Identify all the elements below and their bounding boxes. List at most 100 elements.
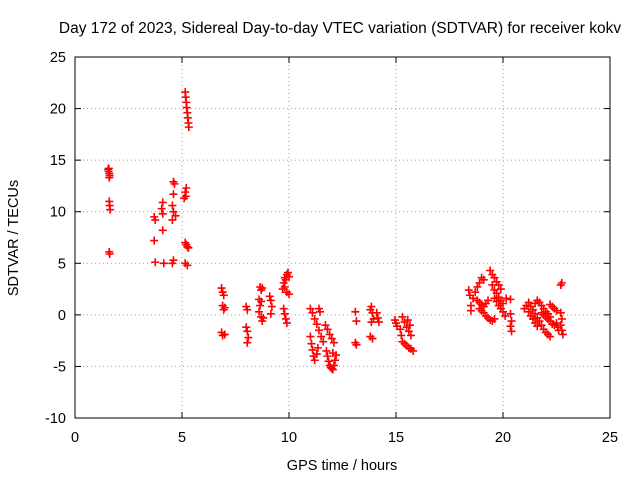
data-point <box>183 242 192 251</box>
data-point <box>278 285 287 294</box>
data-point <box>351 307 360 316</box>
data-point <box>552 319 561 328</box>
data-point <box>524 298 533 307</box>
data-point <box>352 317 361 326</box>
data-point <box>105 250 114 259</box>
x-tick-label: 0 <box>71 430 79 446</box>
data-point <box>557 326 566 335</box>
data-point <box>219 291 228 300</box>
data-point <box>404 327 413 336</box>
data-point <box>492 289 501 298</box>
data-point <box>464 286 473 295</box>
data-point <box>256 301 265 310</box>
data-point <box>396 325 405 334</box>
data-point <box>169 207 178 216</box>
data-point <box>329 338 338 347</box>
y-tick-label: 25 <box>50 50 66 66</box>
data-point <box>281 314 290 323</box>
data-point <box>242 323 251 332</box>
data-point <box>279 304 288 313</box>
data-point <box>280 309 289 318</box>
data-point <box>285 290 293 299</box>
data-point <box>217 284 226 293</box>
data-point <box>308 345 317 354</box>
data-point <box>243 338 252 347</box>
data-point <box>266 296 275 305</box>
data-point <box>533 322 542 331</box>
data-point <box>324 357 333 366</box>
data-point <box>168 259 177 268</box>
data-point <box>473 283 482 292</box>
grid-lines <box>75 57 610 418</box>
data-point <box>352 340 361 349</box>
data-point <box>184 123 193 132</box>
data-point <box>502 294 511 303</box>
data-point <box>265 292 274 301</box>
data-point <box>398 312 407 321</box>
data-point <box>220 303 229 312</box>
data-point <box>150 236 159 245</box>
data-point <box>325 330 334 339</box>
y-axis-label: SDTVAR / TECUs <box>6 180 22 296</box>
data-point <box>499 299 507 308</box>
data-point <box>257 297 266 306</box>
data-point <box>306 332 315 341</box>
data-point <box>373 313 382 322</box>
x-tick-label: 5 <box>178 430 186 446</box>
data-point <box>106 205 115 214</box>
data-point <box>552 306 561 315</box>
data-point <box>558 330 567 339</box>
data-point <box>158 209 167 218</box>
data-point <box>535 317 544 326</box>
data-point <box>496 285 505 294</box>
data-point <box>282 319 291 328</box>
data-point <box>151 215 160 224</box>
data-point <box>490 273 499 282</box>
data-point <box>314 326 323 335</box>
data-point <box>307 339 316 348</box>
x-tick-label: 25 <box>602 430 618 446</box>
data-point <box>331 356 340 365</box>
data-point <box>105 173 114 182</box>
data-point <box>220 330 229 339</box>
data-point <box>556 308 565 317</box>
y-axis-tick-labels: -10 -5 0 5 10 15 20 25 <box>45 50 66 427</box>
data-point <box>158 198 167 207</box>
data-point <box>405 321 414 330</box>
data-point <box>259 313 268 322</box>
data-point <box>183 261 192 270</box>
data-point <box>528 314 537 323</box>
data-point <box>243 327 252 336</box>
data-point <box>506 295 515 304</box>
data-point <box>157 204 166 213</box>
data-point <box>313 343 322 352</box>
x-tick-label: 10 <box>281 430 297 446</box>
chart-title: Day 172 of 2023, Sidereal Day-to-day VTE… <box>59 20 621 37</box>
data-point <box>312 350 321 359</box>
data-point <box>266 309 275 318</box>
data-point <box>488 280 497 289</box>
data-point <box>168 201 177 210</box>
data-point <box>537 321 546 330</box>
data-point <box>283 268 292 277</box>
data-point <box>475 278 484 287</box>
data-point <box>159 259 168 268</box>
data-point <box>285 272 293 281</box>
data-point <box>180 194 189 203</box>
data-point <box>368 334 377 343</box>
data-point <box>323 352 332 361</box>
data-point <box>327 334 336 343</box>
data-point <box>319 337 328 346</box>
data-point <box>243 305 252 314</box>
data-point <box>557 278 566 287</box>
data-point <box>506 322 515 331</box>
data-point <box>169 190 178 199</box>
y-tick-label: 5 <box>58 256 66 272</box>
x-axis-label: GPS time / hours <box>287 458 397 474</box>
x-axis-tick-labels: 0 5 10 15 20 25 <box>71 430 618 446</box>
data-point <box>322 346 331 355</box>
data-point <box>328 349 337 358</box>
data-point <box>507 317 516 326</box>
data-point <box>490 314 499 323</box>
data-point <box>492 297 501 306</box>
